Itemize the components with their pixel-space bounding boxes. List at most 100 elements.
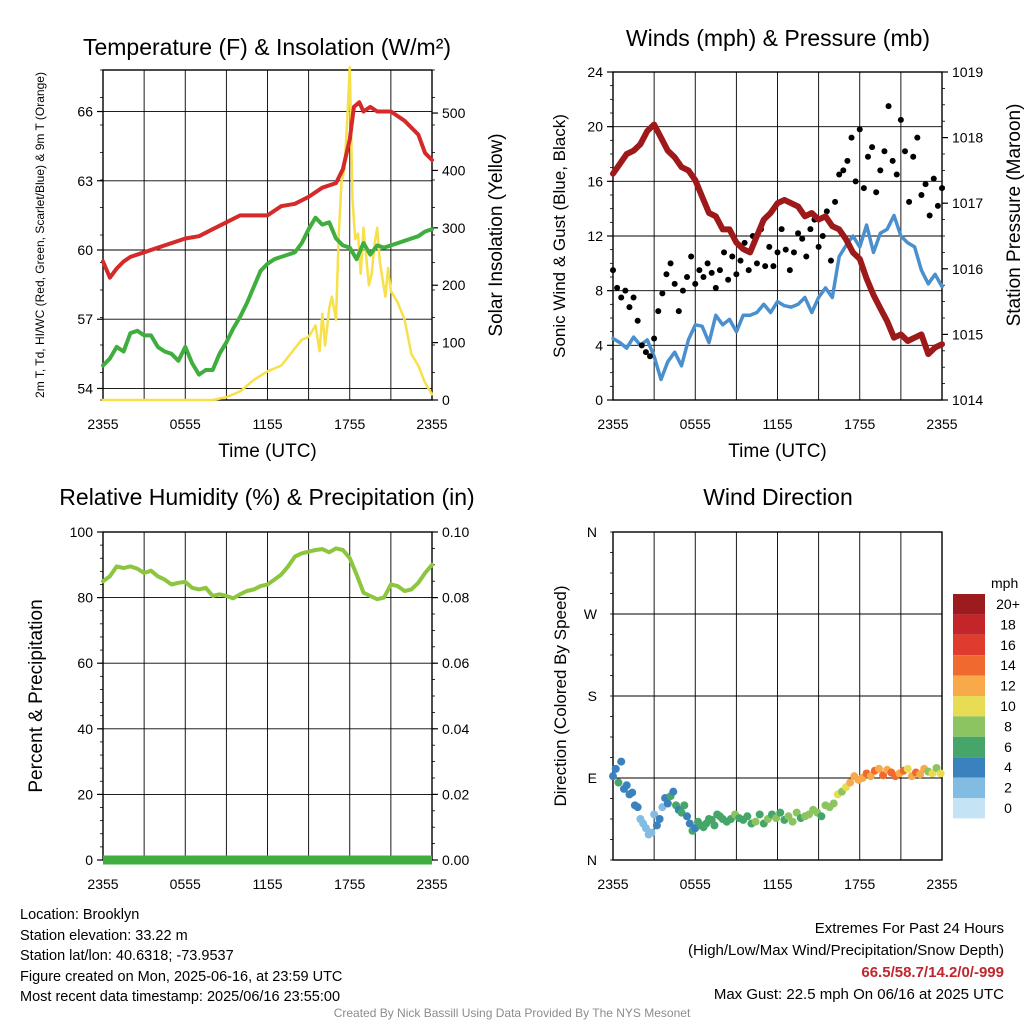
gust-point [885,103,892,110]
gust-point [860,185,867,192]
colorbar-label: 4 [1004,759,1012,775]
x-tick-label: 1155 [252,876,282,892]
extremes-values: 66.5/58.7/14.2/0/-999 [861,964,1004,981]
y-tick-label: 4 [595,337,603,353]
y2-tick-label: 1015 [952,326,983,342]
x-tick-label: 0555 [680,876,711,892]
x-tick-label: 1755 [334,416,365,432]
colorbar-label: 6 [1004,739,1012,755]
colorbar-swatch [953,798,985,819]
gust-point [922,181,929,188]
gust-point [618,294,625,301]
y-tick-label: 8 [595,283,603,299]
credit-text: Created By Nick Bassill Using Data Provi… [333,1006,691,1020]
x-tick-label: 1155 [762,416,792,432]
direction-point [680,801,689,810]
colorbar-swatch [953,594,985,615]
gust-point [634,317,641,324]
gust-point [729,253,736,260]
gust-point [651,335,658,342]
colorbar-label: 8 [1004,718,1012,734]
direction-point [683,812,692,821]
panel-0: 2355 0555 1155 1755 2355 Temperature (F) & In… [33,34,507,462]
direction-point [710,821,719,830]
gust-point [856,126,863,133]
direction-point [641,824,650,833]
gust-point [881,148,888,155]
direction-point [788,817,797,826]
gust-point [638,342,645,349]
x-tick-label: 1755 [844,416,875,432]
direction-point [751,817,760,826]
direction-point [685,819,694,828]
x-tick-label: 2355 [597,416,628,432]
colorbar-label: 12 [1000,678,1016,694]
y2-tick-label: 100 [442,335,466,351]
station-info: Location: Brooklyn Station elevation: 33… [20,905,342,1008]
direction-point [846,778,855,787]
panel-title: Temperature (F) & Insolation (W/m²) [83,34,451,60]
x-tick-label: 1755 [844,876,875,892]
panel-1: 2355 0555 1155 1755 2355 Winds (mph) & Pressu… [550,25,1024,462]
y-axis-label: Sonic Wind & Gust (Blue, Black) [550,114,569,358]
gust-point [910,153,917,160]
gust-point [721,249,728,256]
gust-point [877,167,884,174]
panel-title: Winds (mph) & Pressure (mb) [626,25,930,51]
x-axis-label: Time (UTC) [218,441,317,462]
direction-point [879,771,888,780]
y-axis-label: Percent & Precipitation [26,599,47,792]
direction-point [663,799,672,808]
direction-point [617,757,626,766]
y2-tick-label: 0.00 [442,852,469,868]
gust-point [918,192,925,198]
x-axis-label: Time (UTC) [728,441,827,462]
gust-point [778,226,785,233]
direction-point [655,815,664,823]
x-tick-label: 0555 [170,416,201,432]
gust-point [926,212,933,219]
direction-point [743,812,752,821]
colorbar-swatch [953,634,985,656]
colorbar-label: 14 [1000,657,1016,673]
colorbar-swatch [953,675,985,696]
gust-point [939,185,945,192]
colorbar-swatch [953,696,985,717]
panel-title: Wind Direction [703,484,853,510]
direction-point [669,787,678,796]
direction-point [622,781,631,790]
extremes-title: Extremes For Past 24 Hours [814,920,1004,937]
created-text: Figure created on Mon, 2025-06-16, at 23… [20,968,343,985]
gust-point [901,148,908,155]
direction-point [755,810,764,819]
y-tick-label: 0 [595,392,603,408]
panel-2: 2355 0555 1155 1755 2355 Relative Humidity (%… [26,484,475,892]
colorbar-label: 10 [1000,698,1016,714]
gust-point [799,235,806,242]
gust-point [790,249,797,256]
gust-point [766,243,773,250]
colorbar-swatch [953,716,985,737]
x-tick-label: 1155 [762,876,792,892]
x-tick-label: 2355 [87,876,118,892]
y2-axis-label: Solar Insolation (Yellow) [486,133,507,336]
gust-point [725,276,732,283]
direction-point [784,812,793,821]
y-tick-label: W [584,606,598,622]
latlon-text: Station lat/lon: 40.6318; -73.9537 [20,948,234,964]
y-tick-label: 20 [587,119,603,135]
y2-tick-label: 500 [442,105,466,121]
gust-point [712,284,719,291]
direction-point [647,828,656,837]
y2-tick-label: 1017 [952,195,983,211]
gust-point [897,116,904,123]
gust-point [934,202,941,209]
direction-point [866,772,875,781]
gust-point [667,260,674,267]
gust-point [716,267,723,274]
max-gust-text: Max Gust: 22.5 mph On 06/16 at 2025 UTC [713,986,1004,1003]
y2-tick-label: 0.06 [442,655,469,671]
gust-point [737,257,744,264]
y-tick-label: 54 [77,380,93,396]
gust-point [864,153,871,160]
